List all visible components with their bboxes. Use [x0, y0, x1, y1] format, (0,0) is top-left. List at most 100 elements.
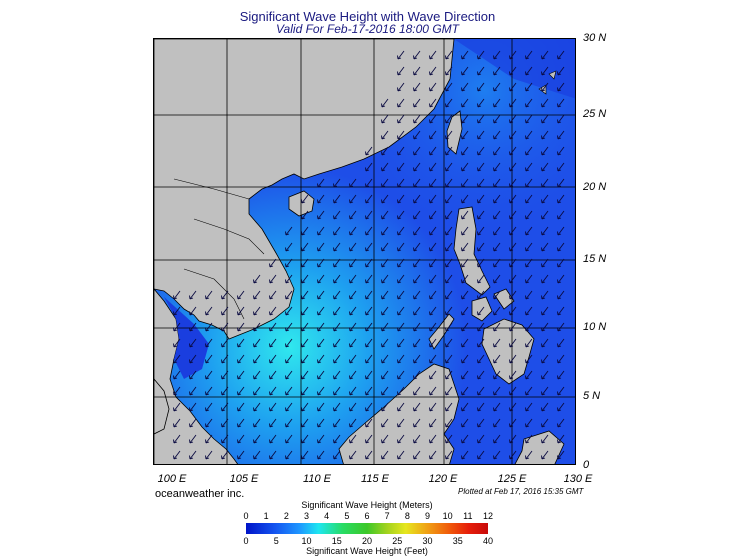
- wave-direction-arrow: [173, 290, 181, 300]
- wave-direction-arrow: [349, 450, 357, 460]
- wave-direction-arrow: [429, 370, 437, 380]
- valid-time-subtitle: Valid For Feb-17-2016 18:00 GMT: [276, 22, 459, 36]
- wave-direction-arrow: [509, 82, 517, 92]
- wave-direction-arrow: [301, 226, 309, 236]
- wave-direction-arrow: [381, 114, 389, 124]
- wave-direction-arrow: [413, 178, 421, 188]
- wave-direction-arrow: [317, 306, 325, 316]
- wave-direction-arrow: [413, 146, 421, 156]
- wave-direction-arrow: [445, 354, 453, 364]
- wave-direction-arrow: [301, 354, 309, 364]
- wave-direction-arrow: [205, 434, 213, 444]
- wave-direction-arrow: [205, 322, 213, 332]
- wave-direction-arrow: [541, 258, 549, 268]
- wave-direction-arrow: [237, 306, 245, 316]
- wave-direction-arrow: [461, 130, 469, 140]
- wave-direction-arrow: [269, 450, 277, 460]
- wave-direction-arrows: [173, 50, 565, 460]
- wave-direction-arrow: [237, 354, 245, 364]
- wave-direction-arrow: [477, 50, 485, 60]
- wave-direction-arrow: [477, 242, 485, 252]
- wave-direction-arrow: [333, 242, 341, 252]
- wave-direction-arrow: [493, 146, 501, 156]
- wave-direction-arrow: [509, 66, 517, 76]
- wave-direction-arrow: [493, 178, 501, 188]
- colorbar-meters-tick: 12: [482, 511, 494, 521]
- wave-direction-arrow: [253, 338, 261, 348]
- wave-direction-arrow: [445, 114, 453, 124]
- wave-direction-arrow: [301, 306, 309, 316]
- wave-direction-arrow: [493, 210, 501, 220]
- colorbar-meters-tick: 8: [404, 511, 410, 521]
- wave-direction-arrow: [413, 162, 421, 172]
- wave-direction-arrow: [429, 322, 437, 332]
- wave-direction-arrow: [493, 386, 501, 396]
- wave-direction-arrow: [301, 386, 309, 396]
- wave-direction-arrow: [477, 274, 485, 284]
- wave-direction-arrow: [253, 434, 261, 444]
- wave-direction-arrow: [397, 290, 405, 300]
- wave-direction-arrow: [173, 434, 181, 444]
- wave-direction-arrow: [429, 146, 437, 156]
- wave-direction-arrow: [253, 322, 261, 332]
- wave-direction-arrow: [525, 450, 533, 460]
- wave-direction-arrow: [333, 258, 341, 268]
- wave-direction-arrow: [477, 338, 485, 348]
- wave-direction-arrow: [333, 450, 341, 460]
- wave-direction-arrow: [557, 402, 565, 412]
- wave-direction-arrow: [269, 306, 277, 316]
- lat-label-10n: 10 N: [583, 321, 607, 333]
- wave-direction-arrow: [365, 354, 373, 364]
- wave-direction-arrow: [493, 66, 501, 76]
- wave-direction-arrow: [221, 418, 229, 428]
- wave-direction-arrow: [301, 338, 309, 348]
- wave-direction-arrow: [541, 386, 549, 396]
- wave-direction-arrow: [445, 338, 453, 348]
- wave-direction-arrow: [301, 194, 309, 204]
- wave-direction-arrow: [429, 450, 437, 460]
- wave-height-colorbar: [246, 523, 488, 534]
- wave-direction-arrow: [509, 306, 517, 316]
- colorbar-meters-tick: 10: [442, 511, 453, 521]
- wave-direction-arrow: [237, 434, 245, 444]
- wave-direction-arrow: [509, 114, 517, 124]
- wave-height-map[interactable]: [153, 38, 576, 465]
- wave-direction-arrow: [493, 418, 501, 428]
- colorbar-feet-tick: 5: [273, 536, 279, 546]
- lat-label-25n: 25 N: [583, 108, 607, 120]
- wave-direction-arrow: [301, 450, 309, 460]
- wave-direction-arrow: [525, 322, 533, 332]
- colorbar-feet-tick: 20: [361, 536, 373, 546]
- wave-direction-arrow: [429, 162, 437, 172]
- wave-direction-arrow: [221, 306, 229, 316]
- wave-direction-arrow: [509, 258, 517, 268]
- wave-direction-arrow: [477, 306, 485, 316]
- wave-direction-arrow: [429, 98, 437, 108]
- wave-direction-arrow: [317, 274, 325, 284]
- wave-direction-arrow: [317, 242, 325, 252]
- wave-direction-arrow: [541, 274, 549, 284]
- wave-direction-arrow: [477, 114, 485, 124]
- wave-direction-arrow: [493, 290, 501, 300]
- wave-direction-arrow: [317, 402, 325, 412]
- lat-label-15n: 15 N: [583, 253, 607, 265]
- wave-direction-arrow: [445, 242, 453, 252]
- wave-direction-arrow: [541, 130, 549, 140]
- wave-direction-arrow: [285, 418, 293, 428]
- wave-direction-arrow: [397, 194, 405, 204]
- wave-direction-arrow: [365, 210, 373, 220]
- wave-direction-arrow: [493, 242, 501, 252]
- wave-direction-arrow: [429, 114, 437, 124]
- wave-direction-arrow: [557, 114, 565, 124]
- wave-direction-arrow: [205, 338, 213, 348]
- wave-direction-arrow: [205, 370, 213, 380]
- wave-direction-arrow: [509, 354, 517, 364]
- wave-direction-arrow: [461, 242, 469, 252]
- wave-direction-arrow: [445, 306, 453, 316]
- wave-direction-arrow: [557, 210, 565, 220]
- wave-direction-arrow: [365, 274, 373, 284]
- wave-direction-arrow: [301, 258, 309, 268]
- wave-direction-arrow: [317, 210, 325, 220]
- wave-direction-arrow: [381, 434, 389, 444]
- hainan-island: [288, 190, 315, 217]
